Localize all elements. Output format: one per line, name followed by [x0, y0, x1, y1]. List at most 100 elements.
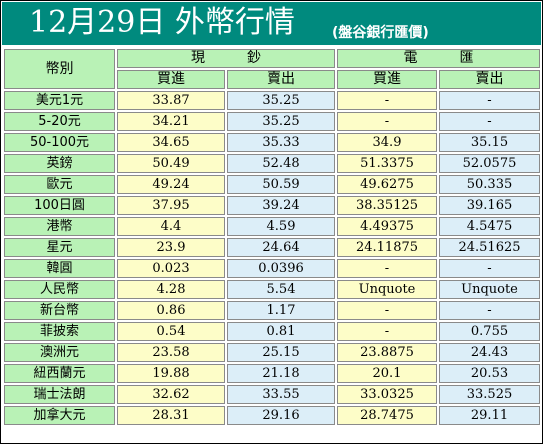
tt-sell-cell: 52.0575	[439, 154, 540, 173]
tt-sell-header: 賣出	[439, 70, 540, 89]
title-bar: 12月29日 外幣行情 (盤谷銀行匯價)	[2, 2, 541, 45]
header-row-groups: 幣別 現 鈔 電 匯	[4, 49, 540, 89]
currency-label: 菲披索	[4, 322, 115, 341]
tt-sell-cell: 29.11	[439, 406, 540, 425]
cash-sell-cell: 5.54	[227, 280, 335, 299]
cash-sell-cell: 29.16	[227, 406, 335, 425]
table-row: 紐西蘭元 19.88 21.18 20.1 20.53	[4, 364, 540, 383]
tt-sell-cell: 33.525	[439, 385, 540, 404]
cash-buy-cell: 4.4	[117, 217, 225, 236]
cash-sell-header: 賣出	[227, 70, 335, 89]
tt-sell-cell: 20.53	[439, 364, 540, 383]
tt-buy-cell: -	[337, 112, 437, 131]
cash-buy-cell: 34.21	[117, 112, 225, 131]
cash-sell-cell: 1.17	[227, 301, 335, 320]
tt-buy-cell: 49.6275	[337, 175, 437, 194]
cash-sell-cell: 39.24	[227, 196, 335, 215]
cash-sell-cell: 0.0396	[227, 259, 335, 278]
cash-sell-cell: 50.59	[227, 175, 335, 194]
currency-label: 紐西蘭元	[4, 364, 115, 383]
currency-label: 瑞士法朗	[4, 385, 115, 404]
cash-buy-cell: 0.023	[117, 259, 225, 278]
tt-buy-cell: 4.49375	[337, 217, 437, 236]
cash-buy-cell: 4.28	[117, 280, 225, 299]
cash-sell-cell: 4.59	[227, 217, 335, 236]
table-row: 韓圓 0.023 0.0396- -	[4, 259, 540, 278]
tt-sell-cell: 39.165	[439, 196, 540, 215]
cash-buy-cell: 32.62	[117, 385, 225, 404]
table-row: 100日圓 37.95 39.24 38.35125 39.165	[4, 196, 540, 215]
currency-label: 港幣	[4, 217, 115, 236]
table-row: 5-20元 34.21 35.25- -	[4, 112, 540, 131]
cash-buy-cell: 0.86	[117, 301, 225, 320]
tt-buy-cell: -	[337, 259, 437, 278]
tt-buy-cell: 23.8875	[337, 343, 437, 362]
cash-buy-cell: 28.31	[117, 406, 225, 425]
tt-sell-cell: -	[439, 301, 540, 320]
tt-buy-cell: 20.1	[337, 364, 437, 383]
cash-buy-cell: 23.9	[117, 238, 225, 257]
table-row: 美元1元 33.87 35.25- -	[4, 91, 540, 110]
tt-sell-cell: 24.43	[439, 343, 540, 362]
exchange-rate-table: 幣別 現 鈔 電 匯 買進 賣出 買進 賣出 美元1元 33.87 35.25- -5…	[2, 47, 542, 427]
tt-sell-cell: -	[439, 259, 540, 278]
tt-sell-cell: 24.51625	[439, 238, 540, 257]
currency-label: 50-100元	[4, 133, 115, 152]
currency-label: 新台幣	[4, 301, 115, 320]
currency-label: 澳洲元	[4, 343, 115, 362]
tt-buy-cell: 33.0325	[337, 385, 437, 404]
table-row: 新台幣 0.86 1.17- -	[4, 301, 540, 320]
tt-buy-cell: 51.3375	[337, 154, 437, 173]
cash-sell-cell: 35.25	[227, 91, 335, 110]
currency-header: 幣別	[4, 49, 115, 89]
cash-sell-cell: 25.15	[227, 343, 335, 362]
table-row: 英鎊 50.49 52.48 51.3375 52.0575	[4, 154, 540, 173]
cash-buy-cell: 50.49	[117, 154, 225, 173]
tt-buy-cell: 28.7475	[337, 406, 437, 425]
tt-sell-cell: 0.755	[439, 322, 540, 341]
cash-sell-cell: 52.48	[227, 154, 335, 173]
cash-sell-cell: 33.55	[227, 385, 335, 404]
cash-buy-header: 買進	[117, 70, 225, 89]
cash-buy-cell: 19.88	[117, 364, 225, 383]
header-row-sub: 買進 賣出 買進 賣出	[4, 70, 540, 89]
tt-sell-cell: Unquote	[439, 280, 540, 299]
page-title: 12月29日 外幣行情	[29, 5, 295, 40]
table-row: 加拿大元 28.31 29.16 28.7475 29.11	[4, 406, 540, 425]
table-row: 歐元 49.24 50.59 49.6275 50.335	[4, 175, 540, 194]
table-row: 50-100元 34.65 35.33 34.9 35.15	[4, 133, 540, 152]
tt-buy-cell: 38.35125	[337, 196, 437, 215]
cash-sell-cell: 35.33	[227, 133, 335, 152]
tt-sell-cell: -	[439, 91, 540, 110]
tt-buy-header: 買進	[337, 70, 437, 89]
cash-sell-cell: 35.25	[227, 112, 335, 131]
tt-buy-cell: -	[337, 91, 437, 110]
currency-label: 人民幣	[4, 280, 115, 299]
currency-label: 加拿大元	[4, 406, 115, 425]
currency-label: 星元	[4, 238, 115, 257]
cash-buy-cell: 33.87	[117, 91, 225, 110]
cash-buy-cell: 37.95	[117, 196, 225, 215]
currency-label: 歐元	[4, 175, 115, 194]
cash-buy-cell: 23.58	[117, 343, 225, 362]
tt-sell-cell: 50.335	[439, 175, 540, 194]
table-row: 菲披索 0.54 0.81-0.755	[4, 322, 540, 341]
tt-sell-cell: 4.5475	[439, 217, 540, 236]
cash-sell-cell: 21.18	[227, 364, 335, 383]
tt-buy-cell: Unquote	[337, 280, 437, 299]
tt-buy-cell: -	[337, 301, 437, 320]
currency-label: 美元1元	[4, 91, 115, 110]
cash-buy-cell: 34.65	[117, 133, 225, 152]
cash-sell-cell: 24.64	[227, 238, 335, 257]
currency-label: 英鎊	[4, 154, 115, 173]
cash-sell-cell: 0.81	[227, 322, 335, 341]
tt-buy-cell: 34.9	[337, 133, 437, 152]
table-row: 人民幣 4.28 5.54 Unquote Unquote	[4, 280, 540, 299]
tt-buy-cell: -	[337, 322, 437, 341]
cash-header: 現 鈔	[117, 49, 335, 68]
currency-label: 100日圓	[4, 196, 115, 215]
cash-buy-cell: 49.24	[117, 175, 225, 194]
cash-buy-cell: 0.54	[117, 322, 225, 341]
table-row: 澳洲元 23.58 25.15 23.8875 24.43	[4, 343, 540, 362]
